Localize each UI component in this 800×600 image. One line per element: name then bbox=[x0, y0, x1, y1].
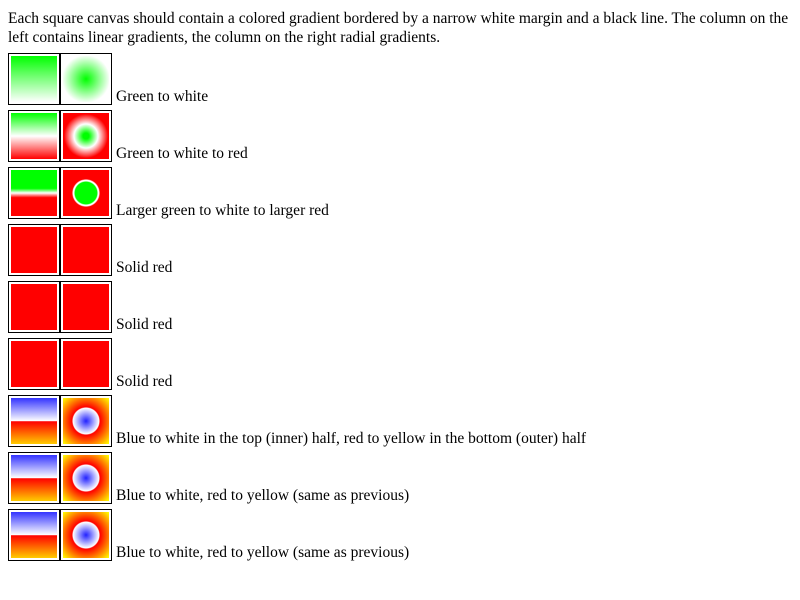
linear-gradient-canvas bbox=[8, 338, 60, 390]
gradient-row: Green to white to red bbox=[8, 105, 792, 162]
page: Each square canvas should contain a colo… bbox=[8, 10, 792, 561]
row-label: Solid red bbox=[116, 373, 173, 390]
linear-gradient-canvas bbox=[8, 281, 60, 333]
radial-gradient-canvas bbox=[60, 452, 112, 504]
row-label: Green to white to red bbox=[116, 145, 248, 162]
row-label: Green to white bbox=[116, 88, 209, 105]
radial-gradient-canvas bbox=[60, 224, 112, 276]
gradient-row: Solid red bbox=[8, 333, 792, 390]
gradient-row: Green to white bbox=[8, 48, 792, 105]
gradient-row: Larger green to white to larger red bbox=[8, 162, 792, 219]
row-label: Solid red bbox=[116, 259, 173, 276]
linear-gradient-canvas bbox=[8, 509, 60, 561]
linear-gradient-canvas bbox=[8, 224, 60, 276]
linear-gradient-canvas bbox=[8, 395, 60, 447]
row-label: Solid red bbox=[116, 316, 173, 333]
gradient-row: Solid red bbox=[8, 276, 792, 333]
radial-gradient-canvas bbox=[60, 281, 112, 333]
radial-gradient-canvas bbox=[60, 338, 112, 390]
gradient-row: Blue to white, red to yellow (same as pr… bbox=[8, 504, 792, 561]
gradient-row: Blue to white, red to yellow (same as pr… bbox=[8, 447, 792, 504]
intro-text: Each square canvas should contain a colo… bbox=[8, 10, 789, 46]
radial-gradient-canvas bbox=[60, 110, 112, 162]
radial-gradient-canvas bbox=[60, 167, 112, 219]
row-label: Blue to white, red to yellow (same as pr… bbox=[116, 544, 410, 561]
linear-gradient-canvas bbox=[8, 110, 60, 162]
radial-gradient-canvas bbox=[60, 509, 112, 561]
row-label: Blue to white in the top (inner) half, r… bbox=[116, 430, 587, 447]
radial-gradient-canvas bbox=[60, 395, 112, 447]
radial-gradient-canvas bbox=[60, 53, 112, 105]
row-label: Larger green to white to larger red bbox=[116, 202, 329, 219]
linear-gradient-canvas bbox=[8, 452, 60, 504]
gradient-row: Solid red bbox=[8, 219, 792, 276]
gradient-row: Blue to white in the top (inner) half, r… bbox=[8, 390, 792, 447]
linear-gradient-canvas bbox=[8, 167, 60, 219]
row-label: Blue to white, red to yellow (same as pr… bbox=[116, 487, 410, 504]
linear-gradient-canvas bbox=[8, 53, 60, 105]
